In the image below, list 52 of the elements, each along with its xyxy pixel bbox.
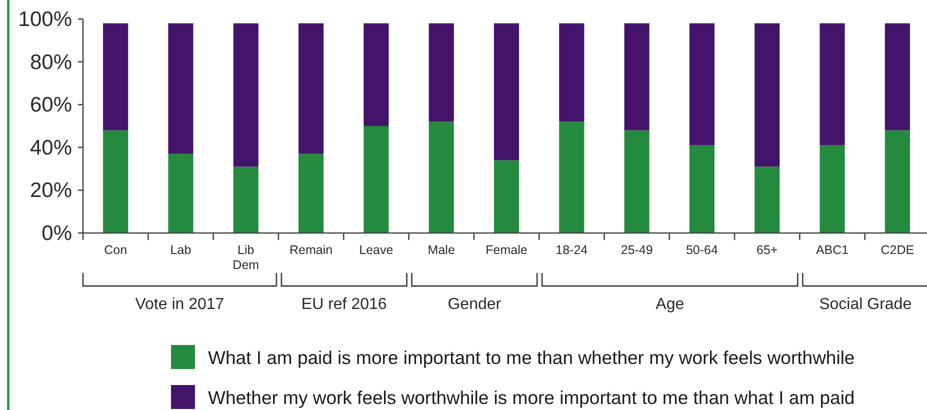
legend-label: What I am paid is more important to me than whether my work feels worthwhile xyxy=(208,347,855,368)
bar xyxy=(233,23,258,167)
y-tick-label: 100% xyxy=(18,8,72,30)
bar xyxy=(103,130,128,233)
bar xyxy=(364,23,389,126)
bar xyxy=(364,126,389,233)
text: Gender xyxy=(448,296,502,313)
x-tick-label: Lab xyxy=(170,243,192,257)
bar xyxy=(689,23,715,146)
x-tick-label: Remain xyxy=(290,243,333,257)
bar xyxy=(689,145,715,233)
bar xyxy=(559,122,584,233)
bar xyxy=(103,23,128,130)
bar xyxy=(820,23,845,146)
x-tick-label: 18-24 xyxy=(556,243,588,257)
bar xyxy=(884,130,910,233)
x-tick-label: Male xyxy=(428,243,455,257)
text: Vote in 2017 xyxy=(135,296,224,313)
x-tick-label: Leave xyxy=(359,243,394,257)
bar xyxy=(298,154,324,233)
text: EU ref 2016 xyxy=(301,296,387,313)
y-tick-label: 80% xyxy=(30,50,72,74)
bar xyxy=(233,166,258,233)
legend-label: Whether my work feels worthwhile is more important to me than what I am paid xyxy=(208,387,855,408)
bar xyxy=(624,23,650,130)
bar xyxy=(494,160,520,233)
bar xyxy=(559,23,584,122)
bar xyxy=(884,23,910,130)
y-tick-label: 60% xyxy=(30,93,72,116)
x-tick-label: Lib Dem xyxy=(232,243,260,272)
bar xyxy=(754,166,780,233)
x-tick-label: ABC1 xyxy=(816,243,849,257)
x-tick-label: Female xyxy=(486,243,528,257)
x-tick-label: Con xyxy=(104,243,128,257)
text: Age xyxy=(656,296,684,313)
bar xyxy=(428,23,454,122)
bar xyxy=(820,145,845,233)
text: Social Grade xyxy=(819,296,912,313)
bar xyxy=(168,23,194,154)
bar xyxy=(298,23,324,154)
bar xyxy=(754,23,780,167)
bar xyxy=(168,154,194,233)
x-tick-label: C2DE xyxy=(880,243,914,257)
y-tick-label: 20% xyxy=(30,178,72,202)
x-tick-label: 50-64 xyxy=(686,243,718,257)
bar xyxy=(428,122,454,233)
x-tick-label: 65+ xyxy=(756,243,778,257)
y-tick-label: 0% xyxy=(42,222,72,244)
x-tick-label: 25-49 xyxy=(620,243,653,257)
y-tick-label: 40% xyxy=(30,136,72,159)
bar xyxy=(494,23,520,160)
bar xyxy=(624,130,650,233)
